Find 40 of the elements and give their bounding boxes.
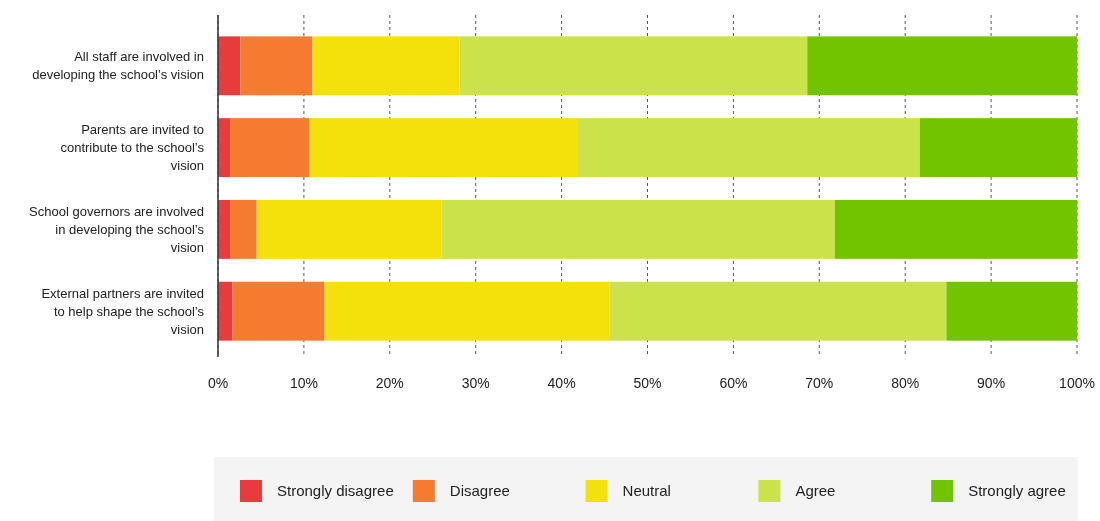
y-tick-label: Parents are invited to contribute to the school’s vision bbox=[60, 122, 205, 174]
bar bbox=[609, 281, 947, 341]
bar bbox=[312, 36, 460, 96]
x-tick-label: 60% bbox=[719, 375, 748, 391]
x-tick-label: 80% bbox=[891, 375, 920, 391]
bar bbox=[807, 36, 1077, 96]
legend-label: Strongly disagree bbox=[277, 482, 394, 500]
bar bbox=[230, 118, 310, 178]
legend-label: Disagree bbox=[449, 482, 510, 500]
bar bbox=[834, 199, 1077, 259]
x-tick-label: 10% bbox=[289, 375, 318, 391]
bar bbox=[324, 281, 610, 341]
bar bbox=[459, 36, 808, 96]
bar bbox=[919, 118, 1077, 178]
x-tick-label: 40% bbox=[547, 375, 576, 391]
x-tick-label: 20% bbox=[375, 375, 404, 391]
legend-label: Strongly agree bbox=[968, 482, 1066, 500]
bar bbox=[218, 118, 231, 178]
bar bbox=[218, 36, 241, 96]
bar bbox=[218, 281, 233, 341]
x-tick-label: 50% bbox=[633, 375, 662, 391]
bar bbox=[577, 118, 920, 178]
y-tick-label: School governors are involved in developing the school’s vision bbox=[29, 203, 205, 255]
x-tick-label: 30% bbox=[461, 375, 490, 391]
y-tick-label: All staff are involved in developing the school’s vision bbox=[32, 49, 204, 83]
bar bbox=[441, 199, 835, 259]
x-tick-label: 70% bbox=[805, 375, 834, 391]
bar bbox=[230, 199, 257, 259]
legend-label: Agree bbox=[795, 482, 836, 500]
bar bbox=[256, 199, 442, 259]
y-tick-label: External partners are invited to help shape the school’s vision bbox=[41, 285, 205, 337]
bar bbox=[309, 118, 578, 178]
bar bbox=[240, 36, 313, 96]
bar bbox=[232, 281, 325, 341]
bar bbox=[218, 199, 231, 259]
x-tick-label: 100% bbox=[1059, 375, 1095, 391]
x-tick-label: 90% bbox=[977, 375, 1006, 391]
bar bbox=[946, 281, 1077, 341]
x-tick-label: 0% bbox=[207, 375, 229, 391]
legend-label: Neutral bbox=[622, 482, 671, 500]
